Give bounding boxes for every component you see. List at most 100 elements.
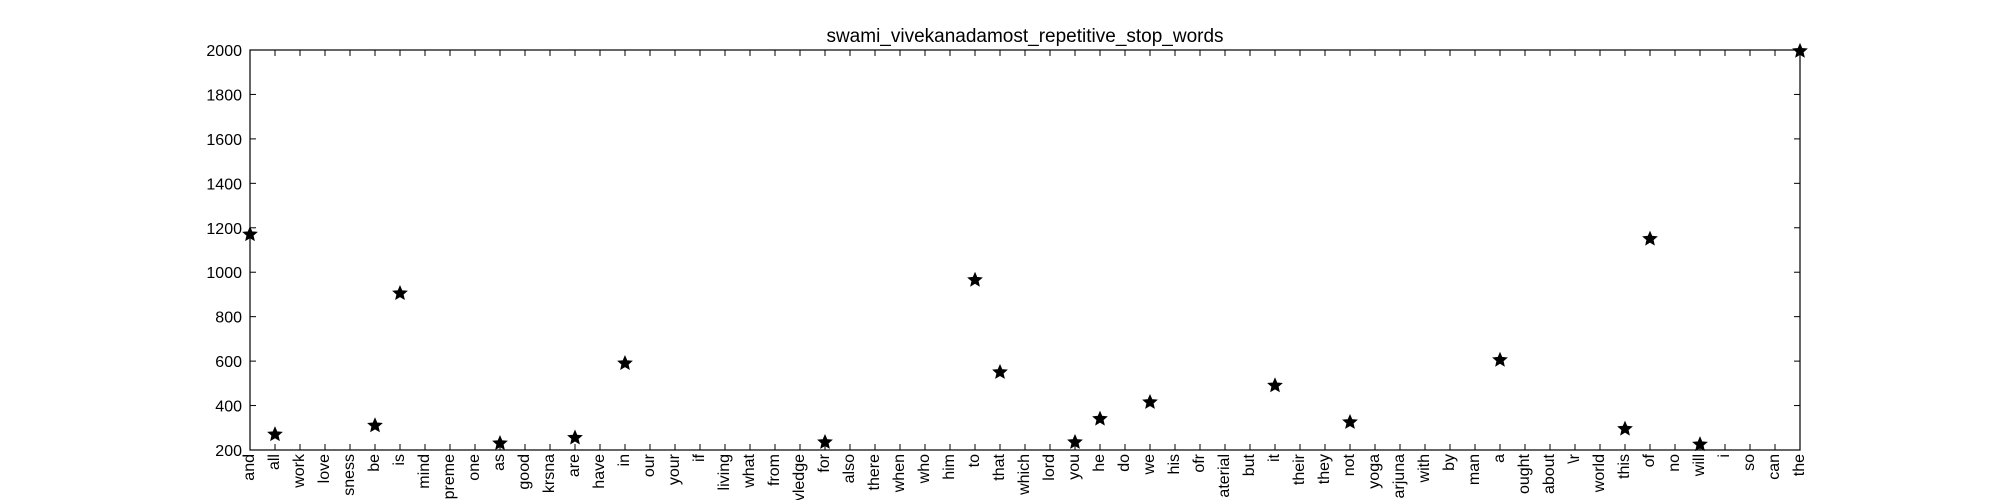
x-tick-label: work bbox=[291, 453, 308, 489]
y-tick-label: 600 bbox=[215, 354, 242, 371]
x-tick-label: is bbox=[391, 454, 408, 466]
data-point-and bbox=[242, 226, 258, 242]
x-tick-label: sness bbox=[341, 454, 358, 496]
x-tick-label: but bbox=[1241, 453, 1258, 476]
x-tick-label: what bbox=[741, 453, 758, 488]
data-point-will bbox=[1692, 436, 1708, 452]
x-tick-label: good bbox=[516, 454, 533, 490]
x-tick-label: krsna bbox=[541, 454, 558, 493]
x-tick-label: also bbox=[841, 454, 858, 483]
x-tick-label: one bbox=[466, 454, 483, 481]
data-point-to bbox=[967, 271, 983, 287]
x-tick-label: so bbox=[1741, 454, 1758, 471]
x-tick-label: by bbox=[1441, 454, 1458, 471]
y-tick-label: 1800 bbox=[206, 87, 242, 104]
data-point-of bbox=[1642, 230, 1658, 246]
data-point-all bbox=[267, 426, 283, 442]
x-tick-label: mind bbox=[416, 454, 433, 489]
x-tick-label: of bbox=[1641, 453, 1658, 467]
x-tick-label: it bbox=[1266, 453, 1283, 462]
y-tick-label: 1000 bbox=[206, 265, 242, 282]
x-tick-label: his bbox=[1166, 454, 1183, 474]
data-point-in bbox=[617, 355, 633, 371]
data-points bbox=[242, 42, 1808, 452]
data-point-for bbox=[817, 433, 833, 449]
x-tick-label: and bbox=[241, 454, 258, 481]
x-tick-label: our bbox=[641, 453, 658, 477]
x-tick-label: living bbox=[716, 454, 733, 490]
data-point-as bbox=[492, 435, 508, 451]
data-point-be bbox=[367, 417, 383, 433]
x-tick-label: can bbox=[1766, 454, 1783, 480]
x-tick-label: the bbox=[1791, 454, 1808, 476]
x-tick-label: ofr bbox=[1191, 453, 1208, 472]
data-point-not bbox=[1342, 413, 1358, 429]
x-tick-label: your bbox=[666, 453, 683, 485]
x-tick-label: we bbox=[1141, 454, 1158, 476]
y-tick-label: 800 bbox=[215, 310, 242, 327]
x-tick-label: have bbox=[591, 454, 608, 489]
data-point-a bbox=[1492, 351, 1508, 367]
x-tick-label: when bbox=[891, 454, 908, 493]
x-tick-label: their bbox=[1291, 453, 1308, 485]
y-tick-label: 1600 bbox=[206, 132, 242, 149]
x-tick-label: preme bbox=[441, 454, 458, 499]
data-point-that bbox=[992, 363, 1008, 379]
x-tick-label: they bbox=[1316, 454, 1333, 484]
x-tick-label: as bbox=[491, 454, 508, 471]
x-tick-label: all bbox=[266, 454, 283, 470]
x-tick-label: to bbox=[966, 454, 983, 467]
x-tick-label: with bbox=[1416, 454, 1433, 483]
x-tick-label: him bbox=[941, 454, 958, 480]
x-tick-label: you bbox=[1066, 454, 1083, 480]
x-tick-label: love bbox=[316, 454, 333, 483]
data-point-we bbox=[1142, 393, 1158, 409]
x-tick-label: arjuna bbox=[1391, 454, 1408, 499]
x-tick-label: \r bbox=[1566, 453, 1583, 463]
x-tick-label: if bbox=[691, 453, 708, 462]
chart-title: swami_vivekanadamost_repetitive_stop_wor… bbox=[826, 26, 1223, 47]
x-tick-label: man bbox=[1466, 454, 1483, 485]
y-tick-label: 1200 bbox=[206, 221, 242, 238]
x-tick-label: i bbox=[1716, 454, 1733, 458]
x-tick-label: are bbox=[566, 454, 583, 477]
x-tick-label: do bbox=[1116, 454, 1133, 472]
data-point-are bbox=[567, 429, 583, 445]
x-tick-label: vledge bbox=[791, 454, 808, 500]
x-tick-label: will bbox=[1691, 454, 1708, 477]
y-tick-label: 1400 bbox=[206, 176, 242, 193]
y-tick-label: 2000 bbox=[206, 43, 242, 60]
x-tick-label: for bbox=[816, 453, 833, 472]
x-tick-label: ought bbox=[1516, 453, 1533, 494]
x-tick-label: aterial bbox=[1216, 454, 1233, 498]
x-tick-label: in bbox=[616, 454, 633, 466]
x-tick-label: he bbox=[1091, 454, 1108, 472]
data-point-is bbox=[392, 285, 408, 301]
x-tick-label: no bbox=[1666, 454, 1683, 472]
x-tick-label: from bbox=[766, 454, 783, 486]
y-tick-label: 400 bbox=[215, 399, 242, 416]
data-point-this bbox=[1617, 420, 1633, 436]
data-point-you bbox=[1067, 433, 1083, 449]
ticks-layer bbox=[249, 49, 1801, 451]
x-tick-label: there bbox=[866, 454, 883, 491]
plot-frame bbox=[249, 49, 1801, 451]
x-tick-labels: and all work love sness be is mind preme one as goo… bbox=[241, 453, 1808, 500]
data-point-he bbox=[1092, 410, 1108, 426]
x-tick-label: that bbox=[991, 453, 1008, 480]
data-point-the bbox=[1792, 42, 1808, 58]
x-tick-label: world bbox=[1591, 454, 1608, 493]
y-tick-label: 200 bbox=[215, 443, 242, 460]
x-tick-label: this bbox=[1616, 454, 1633, 479]
x-tick-label: a bbox=[1491, 454, 1508, 463]
x-tick-label: yoga bbox=[1366, 454, 1383, 489]
x-tick-label: about bbox=[1541, 453, 1558, 494]
x-tick-label: be bbox=[366, 454, 383, 472]
x-tick-label: not bbox=[1341, 453, 1358, 476]
data-point-it bbox=[1267, 377, 1283, 393]
x-tick-label: who bbox=[916, 454, 933, 484]
y-tick-labels: 200 400 600 800 1000 1200 1400 1600 1800 2000 bbox=[206, 43, 242, 460]
x-tick-label: which bbox=[1016, 454, 1033, 496]
x-tick-label: lord bbox=[1041, 454, 1058, 481]
